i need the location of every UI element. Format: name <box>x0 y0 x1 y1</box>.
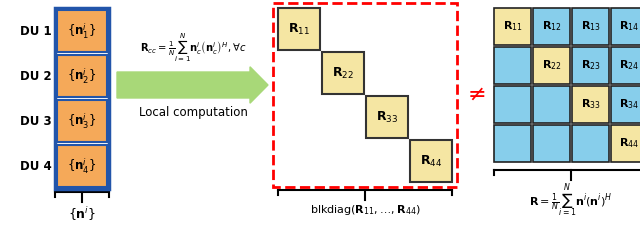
Bar <box>57 10 107 52</box>
Text: $\mathbf{R}_{22}$: $\mathbf{R}_{22}$ <box>541 59 561 72</box>
Bar <box>494 47 531 84</box>
Bar <box>533 47 570 84</box>
Text: $\mathbf{R}_{44}$: $\mathbf{R}_{44}$ <box>620 137 639 150</box>
Bar <box>494 86 531 123</box>
Bar <box>494 125 531 162</box>
Text: $\mathbf{R}_{23}$: $\mathbf{R}_{23}$ <box>580 59 600 72</box>
Text: $\neq$: $\neq$ <box>463 85 485 105</box>
Bar <box>572 125 609 162</box>
Bar <box>57 55 107 97</box>
Text: $\mathbf{R}_{33}$: $\mathbf{R}_{33}$ <box>580 98 600 111</box>
Text: $\{\mathbf{n}_3^i\}$: $\{\mathbf{n}_3^i\}$ <box>67 111 97 131</box>
Bar <box>533 86 570 123</box>
Bar <box>572 86 609 123</box>
Text: $\mathbf{R}_{24}$: $\mathbf{R}_{24}$ <box>620 59 639 72</box>
FancyArrow shape <box>117 67 268 103</box>
Bar <box>533 125 570 162</box>
Bar <box>57 100 107 142</box>
Text: $\{\mathbf{n}_1^i\}$: $\{\mathbf{n}_1^i\}$ <box>67 21 97 41</box>
Text: $\mathbf{R}_{33}$: $\mathbf{R}_{33}$ <box>376 109 398 125</box>
Text: $\{\mathbf{n}_4^i\}$: $\{\mathbf{n}_4^i\}$ <box>67 156 97 176</box>
Bar <box>611 8 640 45</box>
Text: $\mathbf{R}_{cc}=\frac{1}{N}\sum_{i=1}^{N}\mathbf{n}_c^i\left(\mathbf{n}_c^i\rig: $\mathbf{R}_{cc}=\frac{1}{N}\sum_{i=1}^{… <box>140 31 247 64</box>
Text: $\mathbf{R}_{13}$: $\mathbf{R}_{13}$ <box>580 20 600 33</box>
Bar <box>273 3 457 187</box>
Text: DU 2: DU 2 <box>20 69 52 82</box>
Bar <box>572 47 609 84</box>
Bar <box>611 86 640 123</box>
Bar <box>55 8 109 189</box>
Text: $\mathbf{R}_{14}$: $\mathbf{R}_{14}$ <box>620 20 639 33</box>
Bar <box>57 145 107 187</box>
Text: DU 3: DU 3 <box>20 114 52 128</box>
Text: Local computation: Local computation <box>139 106 248 119</box>
Bar <box>611 47 640 84</box>
Bar <box>410 140 452 182</box>
Bar <box>322 52 364 94</box>
Text: $\mathbf{R}_{12}$: $\mathbf{R}_{12}$ <box>541 20 561 33</box>
Text: $\mathbf{R}_{11}$: $\mathbf{R}_{11}$ <box>502 20 522 33</box>
Bar <box>572 8 609 45</box>
Text: $\mathbf{R}_{11}$: $\mathbf{R}_{11}$ <box>288 22 310 36</box>
Text: $\{\mathbf{n}^i\}$: $\{\mathbf{n}^i\}$ <box>68 205 96 223</box>
Bar <box>611 125 640 162</box>
Text: $\mathbf{R}_{34}$: $\mathbf{R}_{34}$ <box>620 98 639 111</box>
Bar <box>278 8 320 50</box>
Bar <box>366 96 408 138</box>
Bar <box>494 8 531 45</box>
Text: $\{\mathbf{n}_2^i\}$: $\{\mathbf{n}_2^i\}$ <box>67 66 97 86</box>
Text: DU 4: DU 4 <box>20 160 52 173</box>
Text: $\mathbf{R}=\frac{1}{N}\sum_{i=1}^{N}\mathbf{n}^i\left(\mathbf{n}^i\right)^H$: $\mathbf{R}=\frac{1}{N}\sum_{i=1}^{N}\ma… <box>529 183 612 220</box>
Text: $\mathbf{R}_{44}$: $\mathbf{R}_{44}$ <box>420 153 442 169</box>
Text: $\mathbf{R}_{22}$: $\mathbf{R}_{22}$ <box>332 65 354 81</box>
Bar <box>533 8 570 45</box>
Text: DU 1: DU 1 <box>20 24 52 37</box>
Text: blkdiag$(\mathbf{R}_{11},\ldots,\mathbf{R}_{44})$: blkdiag$(\mathbf{R}_{11},\ldots,\mathbf{… <box>310 203 420 217</box>
